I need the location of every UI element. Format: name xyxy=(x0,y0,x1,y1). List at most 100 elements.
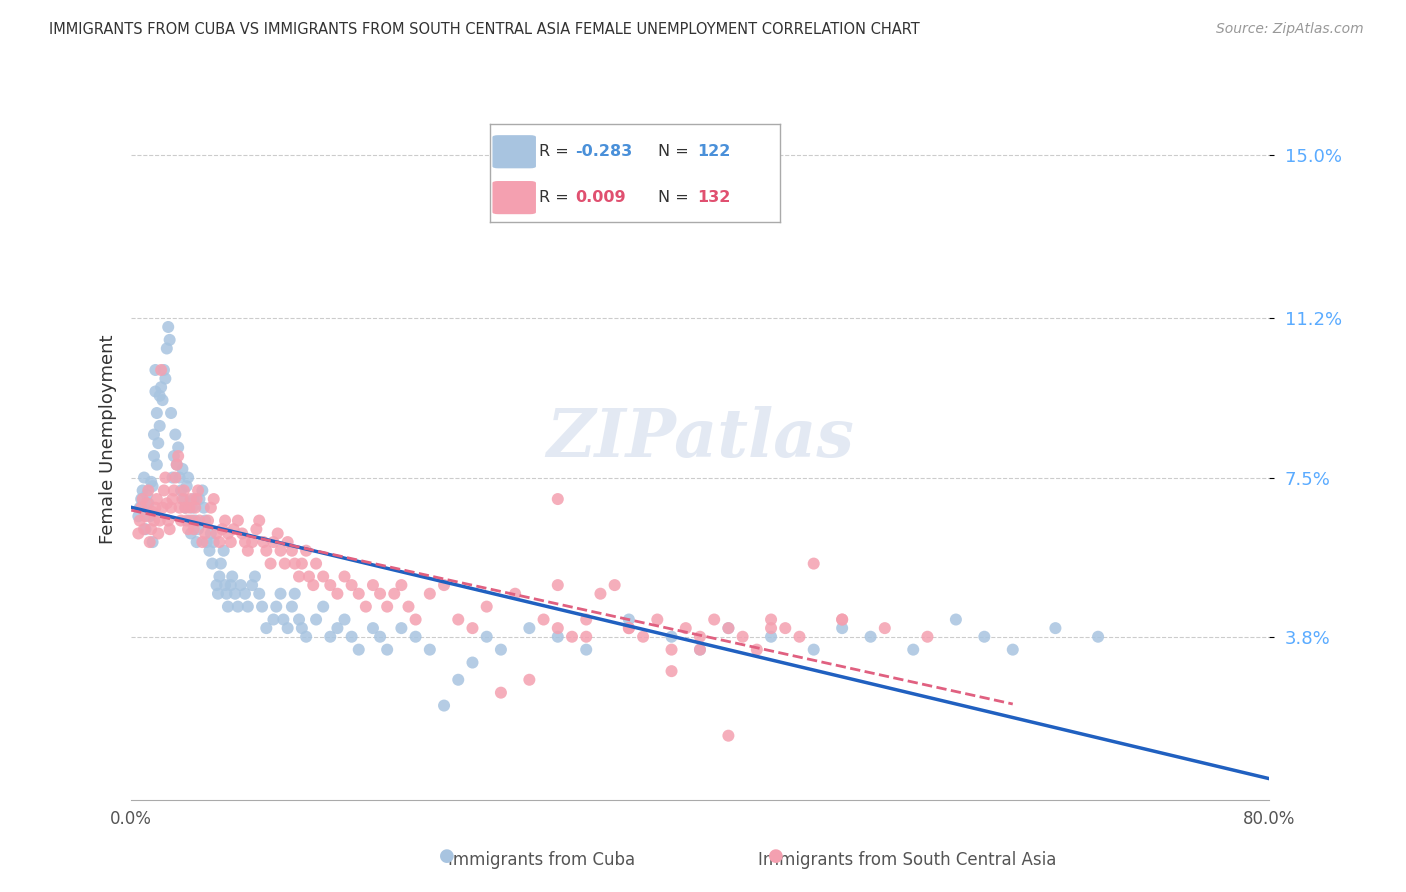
Point xyxy=(291,557,314,571)
Point xyxy=(433,578,456,592)
Point xyxy=(138,509,160,524)
Point xyxy=(759,621,782,635)
Point xyxy=(194,526,217,541)
Point xyxy=(201,557,224,571)
Point xyxy=(146,491,169,506)
Point xyxy=(305,557,328,571)
Point xyxy=(803,642,825,657)
Point xyxy=(533,613,555,627)
Point xyxy=(831,613,853,627)
Point xyxy=(156,496,179,510)
Point xyxy=(717,621,740,635)
Y-axis label: Female Unemployment: Female Unemployment xyxy=(100,334,117,543)
Point xyxy=(214,514,236,528)
Point xyxy=(447,613,470,627)
Point xyxy=(127,509,149,524)
Point xyxy=(165,427,187,442)
Point xyxy=(145,384,167,399)
Point xyxy=(1045,621,1067,635)
Text: Immigrants from South Central Asia: Immigrants from South Central Asia xyxy=(758,851,1056,869)
Point xyxy=(759,613,782,627)
Point xyxy=(589,587,612,601)
Point xyxy=(661,664,683,678)
Point xyxy=(247,514,270,528)
Point xyxy=(252,535,274,549)
Point xyxy=(236,599,259,614)
Point xyxy=(142,479,165,493)
Point xyxy=(145,363,167,377)
Point xyxy=(547,491,569,506)
Point xyxy=(173,483,195,498)
Point xyxy=(170,483,193,498)
Point xyxy=(461,656,484,670)
Point xyxy=(205,526,228,541)
Point xyxy=(270,587,292,601)
Point xyxy=(191,483,214,498)
Point xyxy=(217,599,239,614)
Point xyxy=(295,543,318,558)
Point xyxy=(305,613,328,627)
Point xyxy=(340,578,363,592)
Point xyxy=(146,458,169,472)
Point xyxy=(281,599,304,614)
Text: ●: ● xyxy=(768,847,785,865)
Point xyxy=(419,642,441,657)
Point xyxy=(169,500,191,515)
Point xyxy=(661,630,683,644)
Text: IMMIGRANTS FROM CUBA VS IMMIGRANTS FROM SOUTH CENTRAL ASIA FEMALE UNEMPLOYMENT C: IMMIGRANTS FROM CUBA VS IMMIGRANTS FROM … xyxy=(49,22,920,37)
Point xyxy=(167,449,190,463)
Point xyxy=(219,535,242,549)
Point xyxy=(917,630,939,644)
Point xyxy=(129,491,152,506)
Point xyxy=(224,587,246,601)
Point xyxy=(202,535,225,549)
Point xyxy=(128,514,150,528)
Point xyxy=(475,630,498,644)
Point xyxy=(517,673,540,687)
Point xyxy=(382,587,405,601)
Point xyxy=(240,578,263,592)
Point xyxy=(259,557,281,571)
Point xyxy=(149,514,172,528)
Point xyxy=(187,522,209,536)
Point xyxy=(162,470,184,484)
Point xyxy=(208,535,231,549)
Point xyxy=(212,543,235,558)
Text: ●: ● xyxy=(439,847,456,865)
Point xyxy=(617,621,640,635)
Point xyxy=(183,491,205,506)
Point xyxy=(631,630,654,644)
Point xyxy=(170,514,193,528)
Point xyxy=(274,557,297,571)
Point xyxy=(174,500,197,515)
Point xyxy=(291,621,314,635)
Point xyxy=(184,500,207,515)
Point xyxy=(209,557,232,571)
Point xyxy=(503,587,526,601)
Point xyxy=(254,543,277,558)
Point xyxy=(689,642,711,657)
Point xyxy=(181,514,204,528)
Point xyxy=(745,642,768,657)
Point xyxy=(281,543,304,558)
Point xyxy=(160,406,183,420)
Point xyxy=(288,613,311,627)
Point xyxy=(547,578,569,592)
Point xyxy=(561,630,583,644)
Point xyxy=(143,449,166,463)
Point xyxy=(166,458,188,472)
Point xyxy=(398,599,420,614)
Point xyxy=(150,363,173,377)
Point xyxy=(136,483,159,498)
Point xyxy=(262,613,284,627)
Point xyxy=(298,569,321,583)
Point xyxy=(211,522,233,536)
Point xyxy=(1087,630,1109,644)
Point xyxy=(138,535,160,549)
Point xyxy=(226,514,249,528)
Point xyxy=(447,673,470,687)
Point xyxy=(340,630,363,644)
Point xyxy=(461,621,484,635)
Point xyxy=(405,613,427,627)
Point xyxy=(262,535,284,549)
